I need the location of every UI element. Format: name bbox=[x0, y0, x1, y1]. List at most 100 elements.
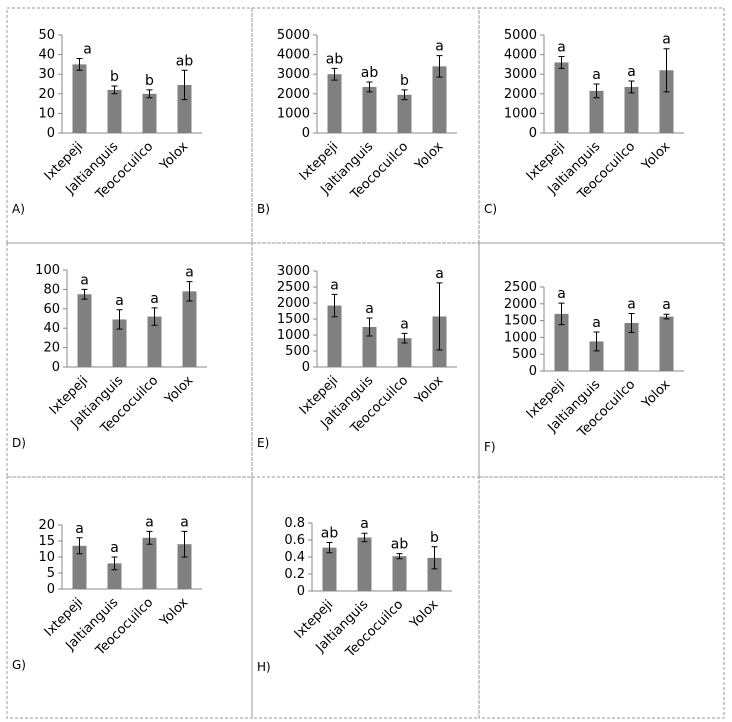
y-tick-label: 4000 bbox=[277, 48, 310, 63]
panel-frame bbox=[251, 7, 480, 244]
significance-letter: a bbox=[150, 291, 159, 307]
significance-letter: a bbox=[400, 316, 409, 332]
significance-letter: a bbox=[557, 286, 566, 302]
significance-letter: ab bbox=[176, 53, 194, 69]
bar bbox=[624, 322, 639, 371]
x-tick-label: Yolox bbox=[412, 373, 447, 408]
y-tick-label: 100 bbox=[35, 263, 60, 278]
bar bbox=[72, 545, 87, 589]
bar bbox=[624, 86, 639, 133]
bar bbox=[397, 94, 412, 133]
significance-letter: a bbox=[662, 297, 671, 313]
significance-letter: a bbox=[627, 297, 636, 313]
y-tick-label: 2000 bbox=[277, 87, 310, 102]
panel-frame bbox=[251, 476, 480, 719]
significance-letter: ab bbox=[326, 51, 344, 67]
significance-letter: b bbox=[400, 73, 409, 89]
error-bar bbox=[361, 532, 368, 543]
error-bar bbox=[326, 542, 333, 554]
error-bar bbox=[396, 553, 403, 560]
y-tick-label: 1500 bbox=[504, 314, 537, 329]
error-bar bbox=[401, 89, 408, 101]
x-tick-label: Yolox bbox=[162, 373, 197, 408]
y-tick-label: 3000 bbox=[277, 67, 310, 82]
significance-letter: a bbox=[627, 64, 636, 80]
y-tick-label: 10 bbox=[38, 550, 55, 565]
error-bar bbox=[146, 530, 153, 545]
panel-label: A) bbox=[12, 202, 25, 216]
significance-letter: a bbox=[110, 540, 119, 556]
y-tick-label: 4000 bbox=[504, 48, 537, 63]
panel-label: G) bbox=[12, 658, 26, 672]
error-bar bbox=[76, 537, 83, 555]
significance-letter: a bbox=[330, 277, 339, 293]
y-tick-label: 1500 bbox=[277, 312, 310, 327]
error-bar bbox=[401, 332, 408, 344]
y-tick-label: 20 bbox=[38, 518, 55, 533]
significance-letter: a bbox=[592, 315, 601, 331]
y-tick-label: 30 bbox=[38, 67, 55, 82]
bar bbox=[327, 305, 342, 367]
error-bar bbox=[81, 288, 88, 300]
significance-letter: a bbox=[180, 514, 189, 530]
bar bbox=[112, 319, 127, 367]
significance-letter: ab bbox=[361, 65, 379, 81]
bar bbox=[322, 547, 337, 591]
y-tick-label: 15 bbox=[38, 534, 55, 549]
error-bar bbox=[331, 67, 338, 81]
significance-letter: a bbox=[185, 265, 194, 281]
bar bbox=[177, 544, 192, 589]
error-bar bbox=[151, 307, 158, 326]
panel-frame bbox=[6, 7, 253, 244]
y-tick-label: 20 bbox=[38, 87, 55, 102]
bar bbox=[142, 537, 157, 589]
bar bbox=[397, 338, 412, 367]
y-tick-label: 0 bbox=[302, 126, 310, 141]
y-tick-label: 0.6 bbox=[284, 533, 305, 548]
error-bar bbox=[366, 81, 373, 93]
significance-letter: b bbox=[145, 73, 154, 89]
significance-letter: a bbox=[435, 266, 444, 282]
y-tick-label: 0 bbox=[529, 364, 537, 379]
error-bar bbox=[431, 546, 438, 570]
x-tick-label: Yolox bbox=[639, 139, 674, 174]
bar bbox=[589, 341, 604, 371]
x-tick-label: Yolox bbox=[412, 139, 447, 174]
significance-letter: a bbox=[145, 514, 154, 530]
y-tick-label: 2000 bbox=[504, 297, 537, 312]
y-tick-label: 0.4 bbox=[284, 550, 305, 565]
y-tick-label: 1000 bbox=[504, 330, 537, 345]
significance-letter: a bbox=[115, 293, 124, 309]
significance-letter: a bbox=[662, 32, 671, 48]
significance-letter: a bbox=[83, 42, 92, 58]
significance-letter: ab bbox=[391, 537, 409, 553]
bar bbox=[659, 316, 674, 371]
significance-letter: a bbox=[592, 67, 601, 83]
y-tick-label: 0.8 bbox=[284, 516, 305, 531]
x-tick-label: Yolox bbox=[157, 139, 192, 174]
error-bar bbox=[436, 55, 443, 78]
error-bar bbox=[111, 85, 118, 95]
bar bbox=[432, 66, 447, 133]
error-bar bbox=[558, 56, 565, 69]
error-bar bbox=[663, 48, 670, 93]
y-tick-label: 80 bbox=[43, 282, 60, 297]
y-tick-label: 5 bbox=[47, 566, 55, 581]
bar bbox=[362, 327, 377, 367]
x-tick-label: Yolox bbox=[157, 595, 192, 630]
error-bar bbox=[628, 80, 635, 94]
y-tick-label: 0 bbox=[47, 126, 55, 141]
error-bar bbox=[186, 281, 193, 302]
error-bar bbox=[593, 331, 600, 352]
bar bbox=[107, 89, 122, 133]
y-tick-label: 2000 bbox=[277, 296, 310, 311]
panel-frame bbox=[478, 476, 725, 719]
panel-frame bbox=[6, 242, 253, 478]
y-tick-label: 60 bbox=[43, 302, 60, 317]
panel-label: H) bbox=[257, 660, 271, 674]
panel-label: B) bbox=[257, 202, 270, 216]
significance-letter: a bbox=[365, 301, 374, 317]
significance-letter: b bbox=[110, 69, 119, 85]
y-tick-label: 1000 bbox=[504, 106, 537, 121]
